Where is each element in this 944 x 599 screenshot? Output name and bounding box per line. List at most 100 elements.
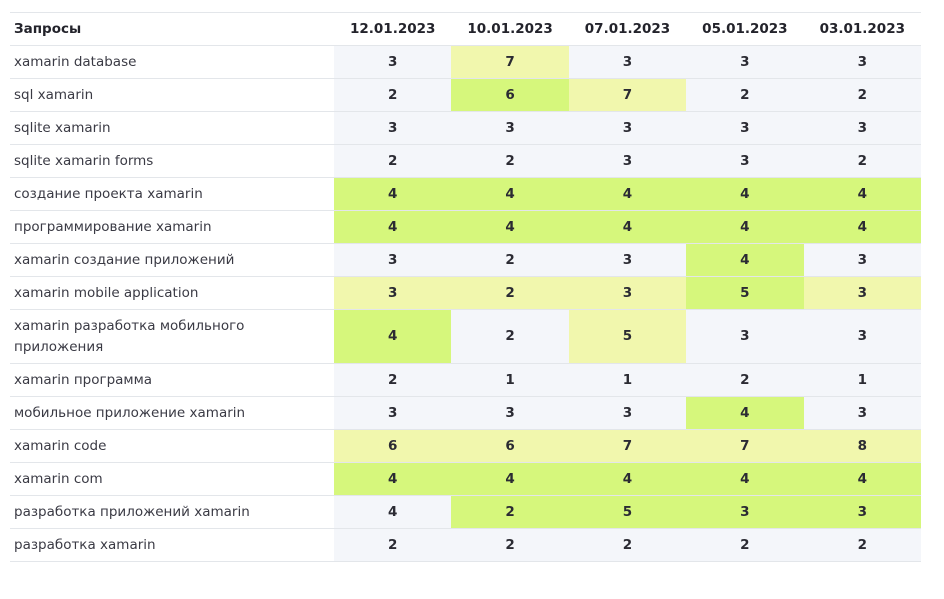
column-header-date[interactable]: 05.01.2023: [686, 12, 804, 46]
query-cell: xamarin mobile application: [10, 276, 335, 310]
table-row: xamarin разработка мобильного приложения…: [10, 309, 921, 364]
position-cell: 2: [803, 144, 921, 178]
position-cell: 4: [803, 177, 921, 211]
table-row: программирование xamarin 4 4 4 4 4: [10, 210, 921, 244]
position-cell: 3: [568, 45, 687, 79]
position-cell: 4: [334, 495, 452, 529]
position-cell: 2: [334, 363, 452, 397]
position-cell: 7: [568, 78, 687, 112]
query-cell: sql xamarin: [10, 78, 335, 112]
position-cell: 3: [803, 111, 921, 145]
position-cell: 3: [803, 276, 921, 310]
position-cell: 2: [334, 144, 452, 178]
position-cell: 7: [451, 45, 569, 79]
position-cell: 3: [686, 495, 804, 529]
position-cell: 2: [803, 528, 921, 562]
query-positions-table-container: Запросы 12.01.2023 10.01.2023 07.01.2023…: [10, 12, 921, 562]
table-row: sql xamarin 2 6 7 2 2: [10, 78, 921, 112]
position-cell: 4: [451, 462, 569, 496]
position-cell: 6: [451, 78, 569, 112]
query-cell: разработка xamarin: [10, 528, 335, 562]
position-cell: 4: [803, 210, 921, 244]
position-cell: 4: [568, 177, 687, 211]
table-row: разработка xamarin 2 2 2 2 2: [10, 528, 921, 562]
table-row: xamarin database 3 7 3 3 3: [10, 45, 921, 79]
query-cell: sqlite xamarin: [10, 111, 335, 145]
position-cell: 4: [686, 177, 804, 211]
position-cell: 6: [451, 429, 569, 463]
position-cell: 3: [803, 309, 921, 364]
position-cell: 3: [334, 111, 452, 145]
query-cell: xamarin разработка мобильного приложения: [10, 309, 335, 364]
position-cell: 2: [451, 276, 569, 310]
position-cell: 3: [334, 243, 452, 277]
table-body: xamarin database 3 7 3 3 3 sql xamarin 2…: [10, 45, 921, 562]
position-cell: 4: [686, 462, 804, 496]
table-row: xamarin code 6 6 7 7 8: [10, 429, 921, 463]
position-cell: 1: [803, 363, 921, 397]
position-cell: 4: [334, 210, 452, 244]
position-cell: 3: [568, 396, 687, 430]
position-cell: 2: [803, 78, 921, 112]
table-row: создание проекта xamarin 4 4 4 4 4: [10, 177, 921, 211]
position-cell: 5: [568, 495, 687, 529]
position-cell: 5: [686, 276, 804, 310]
position-cell: 3: [568, 144, 687, 178]
query-cell: xamarin code: [10, 429, 335, 463]
position-cell: 3: [686, 111, 804, 145]
position-cell: 8: [803, 429, 921, 463]
table-row: мобильное приложение xamarin 3 3 3 4 3: [10, 396, 921, 430]
column-header-queries[interactable]: Запросы: [10, 12, 335, 46]
position-cell: 2: [686, 528, 804, 562]
position-cell: 7: [686, 429, 804, 463]
position-cell: 2: [451, 144, 569, 178]
position-cell: 3: [803, 45, 921, 79]
column-header-date[interactable]: 03.01.2023: [803, 12, 921, 46]
query-cell: xamarin создание приложений: [10, 243, 335, 277]
position-cell: 3: [334, 276, 452, 310]
position-cell: 2: [334, 528, 452, 562]
column-header-date[interactable]: 12.01.2023: [334, 12, 452, 46]
query-cell: xamarin программа: [10, 363, 335, 397]
position-cell: 2: [451, 495, 569, 529]
position-cell: 2: [451, 528, 569, 562]
column-header-date[interactable]: 07.01.2023: [568, 12, 687, 46]
position-cell: 3: [803, 495, 921, 529]
table-header-row: Запросы 12.01.2023 10.01.2023 07.01.2023…: [10, 12, 921, 46]
position-cell: 3: [803, 243, 921, 277]
position-cell: 3: [686, 144, 804, 178]
position-cell: 7: [568, 429, 687, 463]
position-cell: 3: [334, 45, 452, 79]
position-cell: 2: [686, 363, 804, 397]
position-cell: 3: [451, 111, 569, 145]
position-cell: 3: [686, 45, 804, 79]
position-cell: 3: [568, 111, 687, 145]
table-row: sqlite xamarin 3 3 3 3 3: [10, 111, 921, 145]
position-cell: 3: [803, 396, 921, 430]
position-cell: 4: [686, 396, 804, 430]
table-row: xamarin mobile application 3 2 3 5 3: [10, 276, 921, 310]
table-row: xamarin создание приложений 3 2 3 4 3: [10, 243, 921, 277]
position-cell: 4: [334, 309, 452, 364]
position-cell: 2: [568, 528, 687, 562]
position-cell: 4: [451, 177, 569, 211]
query-cell: мобильное приложение xamarin: [10, 396, 335, 430]
table-row: xamarin com 4 4 4 4 4: [10, 462, 921, 496]
position-cell: 4: [686, 243, 804, 277]
position-cell: 3: [686, 309, 804, 364]
position-cell: 5: [568, 309, 687, 364]
query-cell: xamarin com: [10, 462, 335, 496]
query-cell: разработка приложений xamarin: [10, 495, 335, 529]
position-cell: 1: [451, 363, 569, 397]
position-cell: 2: [686, 78, 804, 112]
position-cell: 3: [568, 276, 687, 310]
query-positions-table: Запросы 12.01.2023 10.01.2023 07.01.2023…: [10, 12, 921, 562]
position-cell: 4: [568, 462, 687, 496]
position-cell: 2: [451, 309, 569, 364]
table-row: разработка приложений xamarin 4 2 5 3 3: [10, 495, 921, 529]
position-cell: 2: [451, 243, 569, 277]
position-cell: 4: [451, 210, 569, 244]
position-cell: 3: [451, 396, 569, 430]
column-header-date[interactable]: 10.01.2023: [451, 12, 569, 46]
position-cell: 2: [334, 78, 452, 112]
